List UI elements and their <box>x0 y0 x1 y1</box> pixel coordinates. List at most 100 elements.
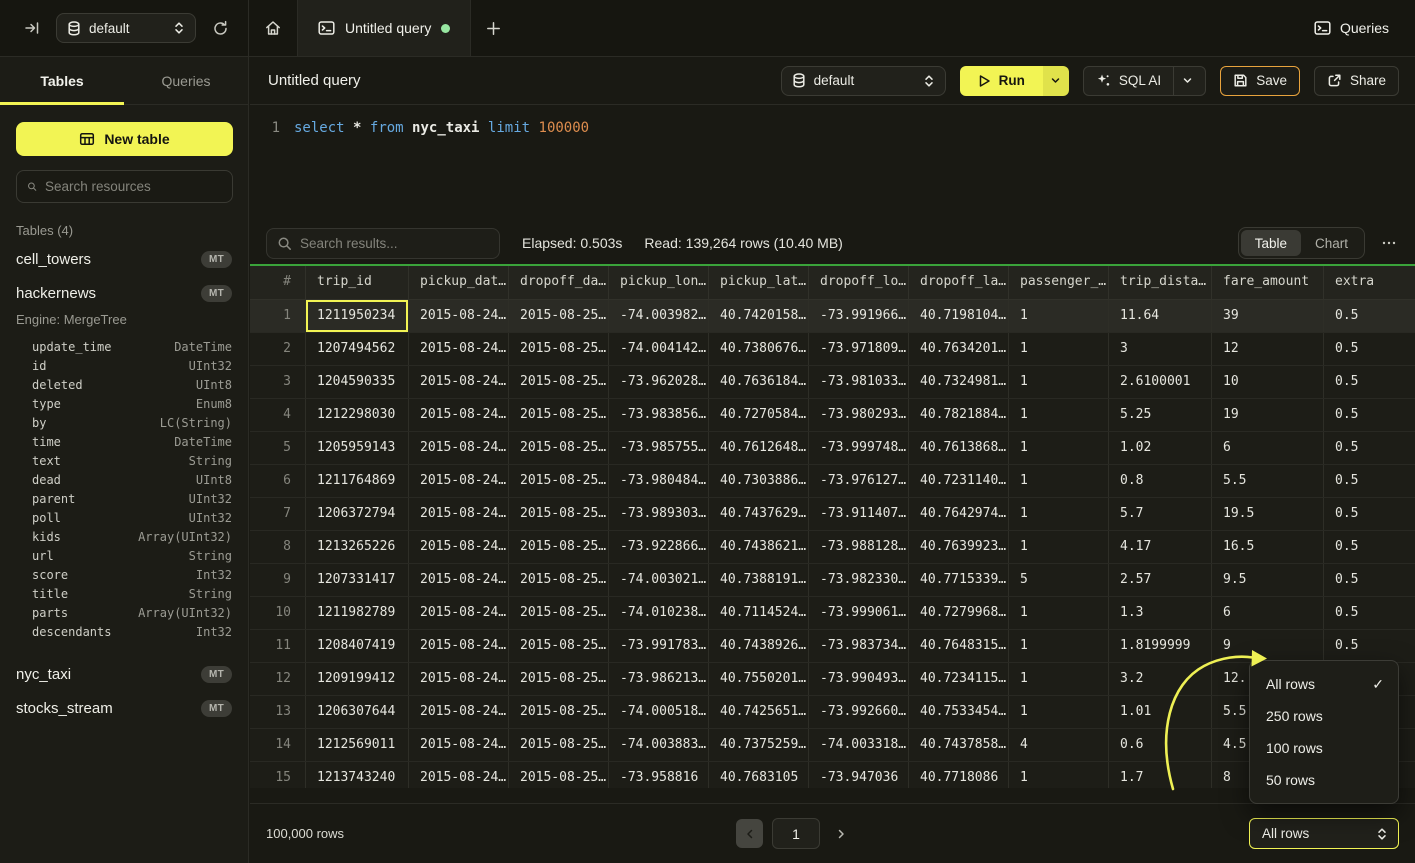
table-cell[interactable]: 40.7550201… <box>709 663 809 695</box>
table-cell[interactable]: -74.004142… <box>609 333 709 365</box>
table-cell[interactable]: 40.7634201… <box>909 333 1009 365</box>
table-cell[interactable]: 40.7114524… <box>709 597 809 629</box>
table-cell[interactable]: 0.5 <box>1335 506 1359 521</box>
prev-page-button[interactable] <box>736 819 763 848</box>
table-cell[interactable]: -73.911407… <box>809 498 909 530</box>
sidebar-tab-queries[interactable]: Queries <box>124 57 248 104</box>
table-cell[interactable]: 40.7639923… <box>909 531 1009 563</box>
table-cell[interactable]: -73.990493… <box>809 663 909 695</box>
table-cell[interactable]: 1.01 <box>1109 696 1212 728</box>
table-cell[interactable]: 40.7375259… <box>709 729 809 761</box>
sql-ai-options-caret[interactable] <box>1173 66 1193 95</box>
table-row[interactable]: 3 1204590335 2015-08-24… 2015-08-25… -73.962… <box>250 366 1415 399</box>
table-row[interactable]: 9 1207331417 2015-08-24… 2015-08-25… -74.003… <box>250 564 1415 597</box>
table-cell[interactable]: 1209199412 <box>306 663 409 695</box>
run-button-main[interactable]: Run <box>959 65 1043 96</box>
table-row[interactable]: 4 1212298030 2015-08-24… 2015-08-25… -73.983… <box>250 399 1415 432</box>
table-cell[interactable]: 5.5 <box>1212 465 1324 497</box>
table-cell[interactable]: 0.5 <box>1335 308 1359 323</box>
table-row[interactable]: 12 1209199412 2015-08-24… 2015-08-25… -73.98… <box>250 663 1415 696</box>
table-cell[interactable]: 1 <box>1009 366 1109 398</box>
table-cell[interactable]: 40.7388191… <box>709 564 809 596</box>
sql-editor[interactable]: 1 select * from nyc_taxi limit 100000 <box>250 105 1415 222</box>
table-cell[interactable]: 1206307644 <box>306 696 409 728</box>
column-header[interactable]: fare_amount <box>1212 266 1324 299</box>
table-cell[interactable]: 1 <box>1009 333 1109 365</box>
column-header[interactable]: trip_id <box>306 266 409 299</box>
table-cell[interactable]: 9 <box>1212 630 1324 662</box>
table-cell[interactable]: 40.7438926… <box>709 630 809 662</box>
sidebar-item-hackernews[interactable]: hackernews MT <box>0 276 248 310</box>
table-row[interactable]: 1 1211950234 2015-08-24… 2015-08-25… -74.003… <box>250 300 1415 333</box>
table-cell[interactable]: 2015-08-25… <box>509 300 609 332</box>
table-cell[interactable]: 0.6 <box>1109 729 1212 761</box>
table-cell[interactable]: 4.17 <box>1109 531 1212 563</box>
column-header[interactable]: dropoff_da… <box>509 266 609 299</box>
column-header[interactable]: dropoff_lo… <box>809 266 909 299</box>
tab-untitled-query[interactable]: Untitled query <box>297 0 472 56</box>
table-cell[interactable]: 1 <box>1009 696 1109 728</box>
table-cell[interactable]: -73.982330… <box>809 564 909 596</box>
view-tab-chart[interactable]: Chart <box>1301 230 1362 256</box>
table-row[interactable]: 11 1208407419 2015-08-24… 2015-08-25… -73.99… <box>250 630 1415 663</box>
table-cell[interactable]: 2015-08-25… <box>509 432 609 464</box>
table-cell[interactable]: 1211764869 <box>306 465 409 497</box>
table-cell[interactable]: 19 <box>1212 399 1324 431</box>
table-cell[interactable]: 2015-08-25… <box>509 366 609 398</box>
table-cell[interactable]: 2015-08-24… <box>409 366 509 398</box>
table-cell[interactable]: 40.7420158… <box>709 300 809 332</box>
table-cell[interactable]: 2015-08-25… <box>509 333 609 365</box>
more-options-button[interactable] <box>1375 229 1403 257</box>
table-cell[interactable]: 3.2 <box>1109 663 1212 695</box>
table-cell[interactable]: 1212298030 <box>306 399 409 431</box>
table-cell[interactable]: 1 <box>1009 498 1109 530</box>
table-cell[interactable]: -73.992660… <box>809 696 909 728</box>
table-cell[interactable]: 1 <box>1009 465 1109 497</box>
table-cell[interactable]: 2015-08-24… <box>409 465 509 497</box>
table-cell[interactable]: 1 <box>1009 762 1109 788</box>
table-cell[interactable]: 1205959143 <box>306 432 409 464</box>
table-cell[interactable]: 40.7303886… <box>709 465 809 497</box>
new-table-button[interactable]: New table <box>16 122 233 156</box>
table-cell[interactable]: 2.6100001 <box>1109 366 1212 398</box>
home-button[interactable] <box>249 0 297 56</box>
table-row[interactable]: 2 1207494562 2015-08-24… 2015-08-25… -74.004… <box>250 333 1415 366</box>
table-cell[interactable]: -73.947036 <box>809 762 909 788</box>
table-cell[interactable]: 2015-08-24… <box>409 498 509 530</box>
table-cell[interactable]: 40.7438621… <box>709 531 809 563</box>
page-size-option[interactable]: 250 rows <box>1250 700 1398 732</box>
table-cell[interactable]: -73.999748… <box>809 432 909 464</box>
table-cell[interactable]: 2015-08-25… <box>509 729 609 761</box>
table-cell[interactable]: 2015-08-25… <box>509 696 609 728</box>
table-cell[interactable]: 40.7613868… <box>909 432 1009 464</box>
column-header[interactable]: pickup_lat… <box>709 266 809 299</box>
table-cell[interactable]: 40.7718086 <box>909 762 1009 788</box>
next-page-button[interactable] <box>829 819 853 848</box>
table-cell[interactable]: 4 <box>1009 729 1109 761</box>
table-cell[interactable]: -73.991966… <box>809 300 909 332</box>
table-cell[interactable]: 1207331417 <box>306 564 409 596</box>
table-cell[interactable]: 5 <box>1009 564 1109 596</box>
sidebar-item-nyc-taxi[interactable]: nyc_taxi MT <box>0 657 248 691</box>
table-cell[interactable]: 10 <box>1212 366 1324 398</box>
sidebar-item-cell-towers[interactable]: cell_towers MT <box>0 242 248 276</box>
database-select-query[interactable]: default <box>780 65 946 96</box>
table-cell[interactable]: -73.983856… <box>609 399 709 431</box>
table-cell[interactable]: 1212569011 <box>306 729 409 761</box>
table-cell[interactable]: 12 <box>1212 333 1324 365</box>
table-cell[interactable]: -73.958816 <box>609 762 709 788</box>
table-cell[interactable]: 3 <box>1109 333 1212 365</box>
table-cell[interactable]: -74.003318… <box>809 729 909 761</box>
table-cell[interactable]: 2015-08-24… <box>409 762 509 788</box>
table-cell[interactable]: 40.7437858… <box>909 729 1009 761</box>
table-row[interactable]: 6 1211764869 2015-08-24… 2015-08-25… -73.980… <box>250 465 1415 498</box>
table-cell[interactable]: 0.5 <box>1335 473 1359 488</box>
table-cell[interactable]: 1206372794 <box>306 498 409 530</box>
table-cell[interactable]: 2015-08-24… <box>409 333 509 365</box>
database-select-topbar[interactable]: default <box>56 13 196 43</box>
table-cell[interactable]: 2.57 <box>1109 564 1212 596</box>
table-cell[interactable]: 11.64 <box>1109 300 1212 332</box>
search-resources-input[interactable] <box>45 179 222 194</box>
table-cell[interactable]: 0.5 <box>1335 440 1359 455</box>
table-cell[interactable]: 0.5 <box>1335 539 1359 554</box>
